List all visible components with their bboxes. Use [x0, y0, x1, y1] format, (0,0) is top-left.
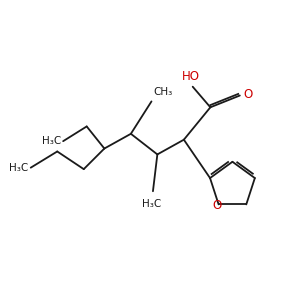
Text: HO: HO [182, 70, 200, 83]
Text: O: O [212, 200, 222, 212]
Text: O: O [243, 88, 253, 100]
Text: H₃C: H₃C [142, 199, 161, 208]
Text: H₃C: H₃C [9, 163, 28, 173]
Text: CH₃: CH₃ [154, 87, 173, 97]
Text: H₃C: H₃C [42, 136, 62, 146]
